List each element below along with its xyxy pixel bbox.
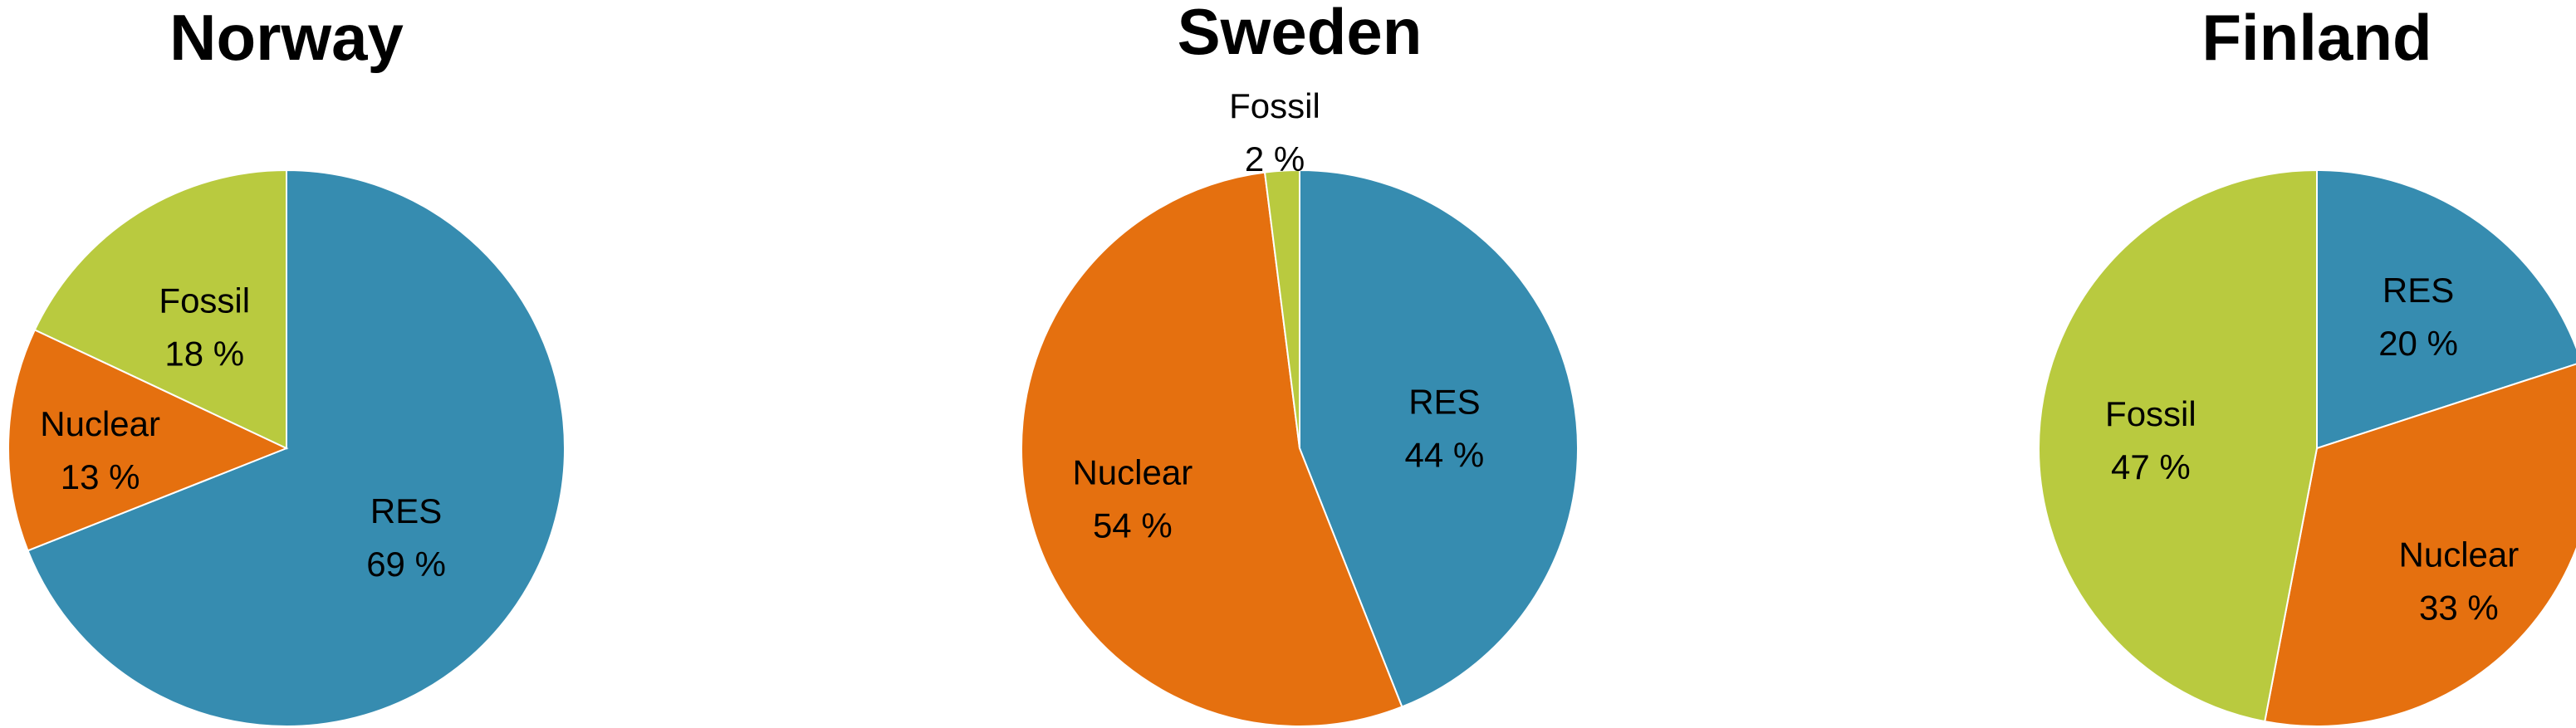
- pie-slice-res: [2316, 169, 2576, 450]
- slice-category-label: Fossil: [159, 281, 250, 320]
- pie-slice-res: [27, 169, 566, 727]
- chart-title: Norway: [169, 1, 404, 74]
- pie-slice-res: [1299, 169, 1579, 708]
- chart-title: Sweden: [1178, 0, 1423, 68]
- pie-chart-finland: Finland RES 20 % Nuclear 33 % Fossil 47 %: [2038, 1, 2576, 727]
- slice-value-label: 2 %: [1245, 139, 1305, 178]
- pie-chart-norway: Norway RES 69 % Nuclear 13 % Fossil 18 %: [7, 1, 566, 727]
- slice-category-label: Nuclear: [2399, 535, 2520, 574]
- slice-value-label: 33 %: [2419, 589, 2499, 628]
- slice-category-label: RES: [370, 491, 442, 530]
- slice-category-label: RES: [1408, 383, 1480, 422]
- pie-slice-fossil: [1263, 169, 1300, 449]
- slice-value-label: 18 %: [164, 334, 244, 373]
- slice-category-label: Nuclear: [40, 404, 160, 443]
- slice-value-label: 44 %: [1405, 436, 1485, 475]
- slice-value-label: 54 %: [1093, 506, 1173, 545]
- chart-title: Finland: [2201, 1, 2432, 74]
- pie-chart-sweden: Sweden RES 44 % Nuclear 54 % Fossil 2 %: [1020, 0, 1579, 727]
- slice-value-label: 20 %: [2378, 324, 2458, 363]
- pie-slice-fossil: [33, 169, 287, 450]
- slice-category-label: RES: [2383, 271, 2454, 310]
- slice-category-label: Nuclear: [1072, 453, 1193, 492]
- pie-slice-nuclear: [2264, 363, 2576, 727]
- pie-slice-nuclear: [7, 329, 289, 552]
- pie-slice-fossil: [2038, 169, 2318, 723]
- slice-category-label: Fossil: [2105, 394, 2196, 433]
- slice-category-label: Fossil: [1229, 86, 1320, 125]
- slice-value-label: 13 %: [61, 457, 140, 496]
- slice-value-label: 47 %: [2111, 447, 2191, 486]
- slice-value-label: 69 %: [366, 545, 446, 584]
- pie-slice-nuclear: [1020, 171, 1403, 727]
